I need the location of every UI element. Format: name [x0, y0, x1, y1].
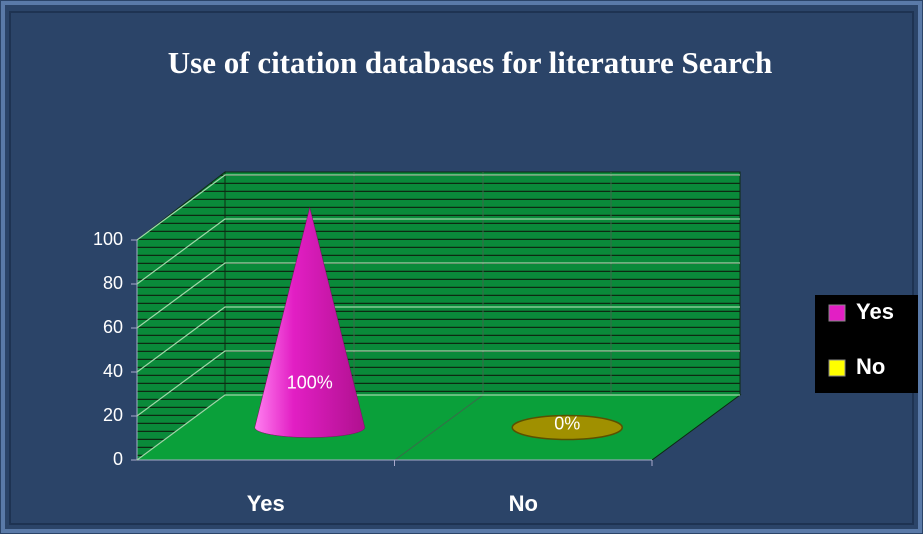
- cone: [511, 414, 623, 441]
- dividers: [353, 172, 612, 461]
- y-tick-label: 20: [103, 405, 123, 425]
- grid-line: [136, 350, 740, 417]
- grid-line: [136, 306, 740, 373]
- legend-swatch: [828, 304, 846, 322]
- y-tick-label: 0: [113, 449, 123, 469]
- value-label: 0%: [554, 413, 580, 433]
- inner-frame: [9, 11, 914, 525]
- grid-line: [136, 174, 740, 241]
- legend-label: No: [856, 354, 885, 379]
- grid-line: [136, 262, 740, 329]
- y-tick-label: 60: [103, 317, 123, 337]
- chart-title: Use of citation databases for literature…: [167, 45, 773, 80]
- legend-label: Yes: [856, 299, 894, 324]
- value-label: 100%: [287, 372, 333, 392]
- grid-line: [136, 394, 740, 461]
- legend-swatch: [828, 359, 846, 377]
- cone: [254, 207, 366, 438]
- x-tick-label: Yes: [247, 491, 285, 516]
- y-tick-label: 100: [93, 229, 123, 249]
- grid-line: [136, 218, 740, 285]
- y-tick-label: 40: [103, 361, 123, 381]
- x-tick-label: No: [509, 491, 538, 516]
- y-tick-label: 80: [103, 273, 123, 293]
